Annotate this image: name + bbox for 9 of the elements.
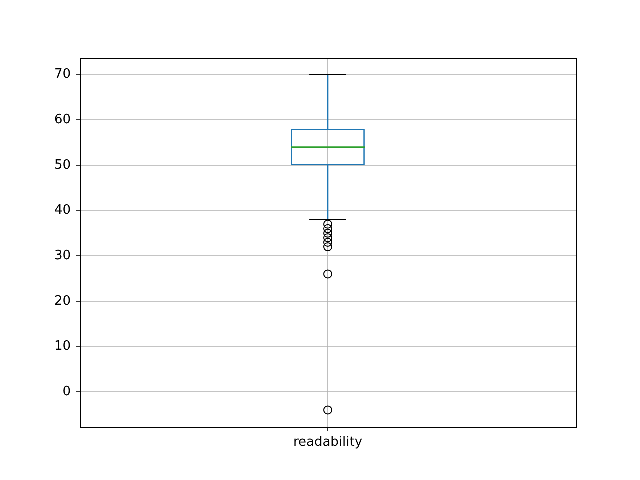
y-tick-label: 20 — [54, 294, 71, 309]
y-tick-label: 30 — [54, 248, 71, 264]
y-tick-label: 10 — [54, 339, 71, 354]
y-tick-label: 50 — [54, 158, 71, 173]
y-tick-label: 70 — [54, 67, 71, 82]
x-tick-label: readability — [293, 435, 363, 450]
y-tick-label: 60 — [54, 112, 71, 128]
y-tick-label: 0 — [62, 384, 71, 400]
y-tick-label: 40 — [54, 203, 71, 218]
